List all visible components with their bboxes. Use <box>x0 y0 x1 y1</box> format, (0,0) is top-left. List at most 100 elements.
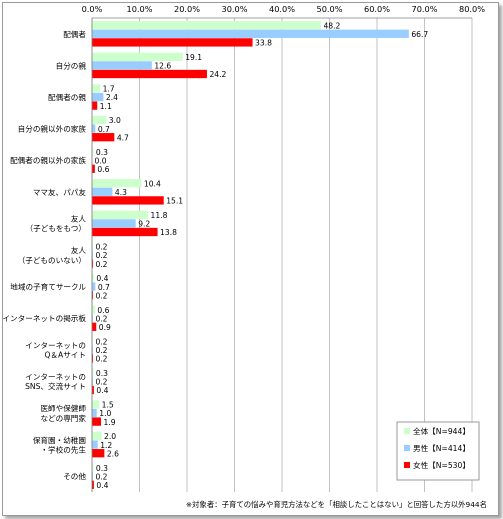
data-label: 0.4 <box>96 481 108 490</box>
data-label: 0.2 <box>95 346 107 355</box>
bar <box>92 38 253 47</box>
bar <box>92 101 98 110</box>
bar <box>92 305 95 314</box>
data-label: 0.6 <box>97 306 109 315</box>
bar <box>92 368 94 377</box>
data-label: 1.7 <box>103 85 115 94</box>
legend-swatch <box>404 462 410 468</box>
bar <box>92 196 164 205</box>
data-label: 0.2 <box>95 337 107 346</box>
bar <box>92 322 97 331</box>
bar <box>92 52 183 61</box>
data-label: 10.4 <box>144 179 161 188</box>
category-label: Q＆Aサイト <box>44 351 86 360</box>
bar <box>92 124 96 133</box>
bar <box>92 472 93 481</box>
data-label: 0.2 <box>95 378 107 387</box>
bar <box>92 219 136 228</box>
data-label: 2.6 <box>107 449 119 458</box>
bar <box>92 147 94 156</box>
data-label: 0.3 <box>96 464 108 473</box>
category-label: ・学校の先生 <box>40 444 86 454</box>
x-tick-label: 0.0% <box>82 4 103 14</box>
bar <box>92 164 95 173</box>
x-tick-label: 30.0% <box>221 4 247 14</box>
bar <box>92 92 104 102</box>
category-label: インターネットの <box>25 373 86 382</box>
data-label: 0.3 <box>96 148 108 157</box>
data-label: 0.2 <box>95 243 107 252</box>
bar <box>92 408 97 418</box>
category-label: 自分の親以外の家族 <box>18 124 87 134</box>
category-label: （子どもをもつ） <box>26 224 86 233</box>
data-label: 0.2 <box>95 472 107 481</box>
bar <box>92 69 207 79</box>
data-label: 2.0 <box>104 432 116 441</box>
category-label: 自分の親 <box>56 60 87 70</box>
category-label: などの専門家 <box>40 413 86 423</box>
x-tick-label: 40.0% <box>269 4 295 14</box>
data-label: 4.3 <box>115 188 127 197</box>
data-label: 3.0 <box>109 116 121 125</box>
legend-swatch <box>404 428 410 434</box>
x-tick-label: 60.0% <box>364 4 390 14</box>
data-label: 19.1 <box>185 53 202 62</box>
data-label: 0.4 <box>96 386 108 395</box>
bar <box>92 440 98 449</box>
x-tick-label: 70.0% <box>411 4 437 14</box>
bar <box>92 385 94 395</box>
data-label: 0.7 <box>98 283 110 292</box>
bar <box>92 61 152 70</box>
data-label: 9.2 <box>138 220 150 229</box>
category-label: 地域の子育てサークル <box>10 282 86 292</box>
legend-label: 女性【N=530】 <box>413 460 470 470</box>
bar <box>92 282 96 291</box>
category-label: 友人 <box>71 214 87 224</box>
bar <box>92 187 113 196</box>
bar <box>92 377 93 386</box>
data-label: 0.7 <box>98 125 110 134</box>
data-label: 0.2 <box>95 251 107 260</box>
legend <box>396 421 480 481</box>
bar <box>92 400 100 409</box>
bar <box>92 417 102 426</box>
data-label: 1.2 <box>100 441 112 450</box>
data-label: 0.6 <box>97 165 109 174</box>
bar <box>92 354 93 363</box>
category-label: 保育園・幼稚園 <box>33 435 86 445</box>
category-label: 友人 <box>71 245 87 255</box>
data-label: 0.4 <box>96 274 108 283</box>
category-label: SNS、交流サイト <box>25 381 86 391</box>
category-label: 配偶者 <box>63 29 86 39</box>
data-label: 66.7 <box>411 30 428 39</box>
data-label: 0.2 <box>95 355 107 364</box>
data-label: 2.4 <box>106 93 118 102</box>
bar <box>92 115 107 125</box>
footnote: ※対象者：子育ての悩みや育児方法などを「相談したことはない」と回答した方以外94… <box>185 500 487 509</box>
bar <box>92 314 93 323</box>
bar <box>92 133 115 142</box>
data-label: 0.2 <box>95 314 107 323</box>
data-label: 15.1 <box>166 197 183 206</box>
data-label: 0.3 <box>96 369 108 378</box>
category-label: インターネットの掲示板 <box>2 313 86 323</box>
bar <box>92 345 93 354</box>
bar <box>92 291 93 300</box>
data-label: 13.8 <box>160 228 177 237</box>
category-label: インターネットの <box>25 341 86 350</box>
category-label: その他 <box>63 471 86 481</box>
legend-swatch <box>404 445 410 451</box>
data-label: 1.1 <box>100 102 112 111</box>
data-label: 1.0 <box>99 409 111 418</box>
bar <box>92 29 409 38</box>
bar <box>92 210 149 219</box>
x-tick-label: 80.0% <box>459 4 485 14</box>
bar <box>92 179 142 188</box>
legend-label: 男性【N=414】 <box>413 443 470 453</box>
data-label: 0.2 <box>95 291 107 300</box>
category-label: 配偶者の親以外の家族 <box>10 155 86 165</box>
x-tick-label: 10.0% <box>126 4 152 14</box>
category-label: 医師や保健師 <box>40 403 86 413</box>
bar <box>92 242 93 251</box>
bar <box>92 273 94 283</box>
